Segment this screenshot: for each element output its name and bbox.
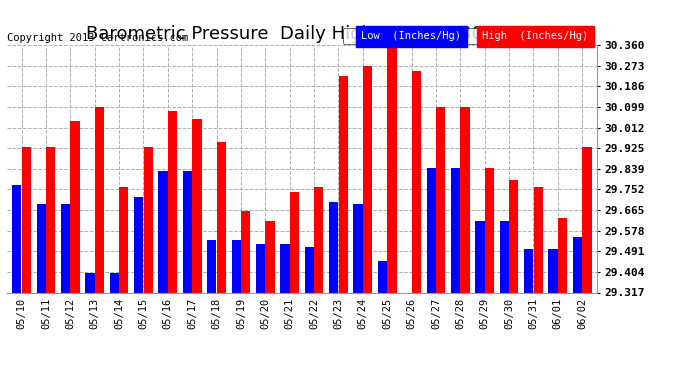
Bar xyxy=(460,107,470,292)
Bar xyxy=(241,211,250,292)
Bar xyxy=(436,107,445,292)
Bar xyxy=(314,188,324,292)
Bar xyxy=(573,237,582,292)
Bar xyxy=(305,247,314,292)
Bar xyxy=(451,168,460,292)
Bar xyxy=(134,197,144,292)
Bar xyxy=(110,273,119,292)
Bar xyxy=(339,76,348,292)
Bar xyxy=(256,244,265,292)
Bar xyxy=(61,204,70,292)
Bar xyxy=(217,142,226,292)
Bar xyxy=(412,71,421,292)
Bar xyxy=(387,43,397,292)
Bar xyxy=(266,220,275,292)
Bar xyxy=(475,220,484,292)
Bar xyxy=(509,180,518,292)
Text: Copyright 2013 Cartronics.com: Copyright 2013 Cartronics.com xyxy=(7,33,188,42)
Bar xyxy=(582,147,591,292)
Bar xyxy=(363,66,372,292)
Bar xyxy=(144,147,152,292)
Bar xyxy=(207,240,217,292)
Bar xyxy=(378,261,387,292)
Legend: Low  (Inches/Hg), High  (Inches/Hg): Low (Inches/Hg), High (Inches/Hg) xyxy=(343,28,591,44)
Bar xyxy=(558,218,567,292)
Bar xyxy=(524,249,533,292)
Bar xyxy=(426,168,436,292)
Bar xyxy=(549,249,558,292)
Bar xyxy=(500,220,509,292)
Bar xyxy=(193,118,201,292)
Bar xyxy=(232,240,241,292)
Bar xyxy=(280,244,290,292)
Bar xyxy=(46,147,55,292)
Bar xyxy=(86,273,95,292)
Bar xyxy=(485,168,494,292)
Bar xyxy=(12,185,21,292)
Bar xyxy=(95,107,104,292)
Bar xyxy=(402,292,411,306)
Bar xyxy=(533,188,543,292)
Bar xyxy=(183,171,192,292)
Bar xyxy=(21,147,31,292)
Bar xyxy=(290,192,299,292)
Bar xyxy=(119,188,128,292)
Bar xyxy=(159,171,168,292)
Bar xyxy=(353,204,363,292)
Bar xyxy=(168,111,177,292)
Bar xyxy=(70,121,79,292)
Bar xyxy=(37,204,46,292)
Bar xyxy=(329,202,338,292)
Title: Barometric Pressure  Daily High/Low  20130603: Barometric Pressure Daily High/Low 20130… xyxy=(86,26,518,44)
